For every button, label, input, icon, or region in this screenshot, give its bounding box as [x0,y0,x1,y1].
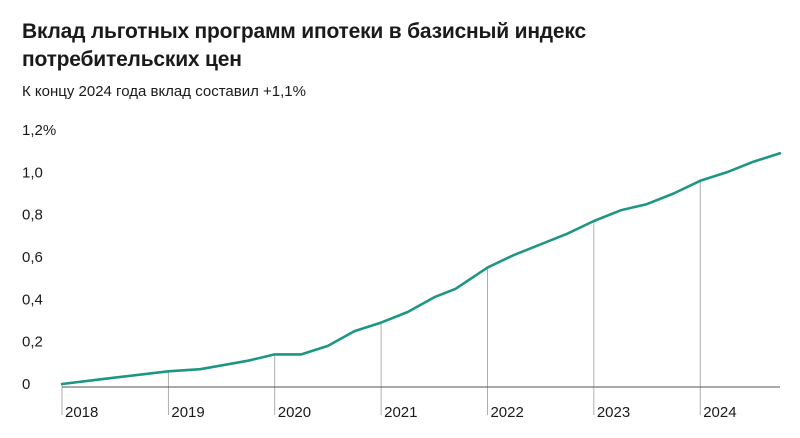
y-tick-label: 1,0 [22,164,43,181]
series-line [60,152,782,386]
y-tick-label: 1,2% [22,122,56,139]
x-tick-label: 2020 [278,404,311,421]
y-tick-label: 0,4 [22,291,43,308]
y-tick-label: 0,8 [22,207,43,224]
y-axis-ticks: 0 0,2 0,4 0,6 0,8 1,0 1,2% [22,122,56,393]
chart-title: Вклад льготных программ ипотеки в базисн… [22,20,586,71]
x-axis-ticks: 2018 2019 2020 2021 2022 2023 2024 [65,404,737,421]
chart-subtitle: К концу 2024 года вклад составил +1,1% [22,83,306,100]
y-tick-label: 0,6 [22,249,43,266]
x-tick-label: 2019 [171,404,204,421]
x-tick-label: 2022 [490,404,523,421]
y-tick-label: 0,2 [22,334,43,351]
series-layer [60,152,782,386]
grid-lines [61,180,701,415]
x-tick-label: 2021 [384,404,417,421]
x-tick-label: 2023 [597,404,630,421]
y-tick-label: 0 [22,376,30,393]
x-tick-label: 2018 [65,404,98,421]
x-tick-label: 2024 [703,404,736,421]
